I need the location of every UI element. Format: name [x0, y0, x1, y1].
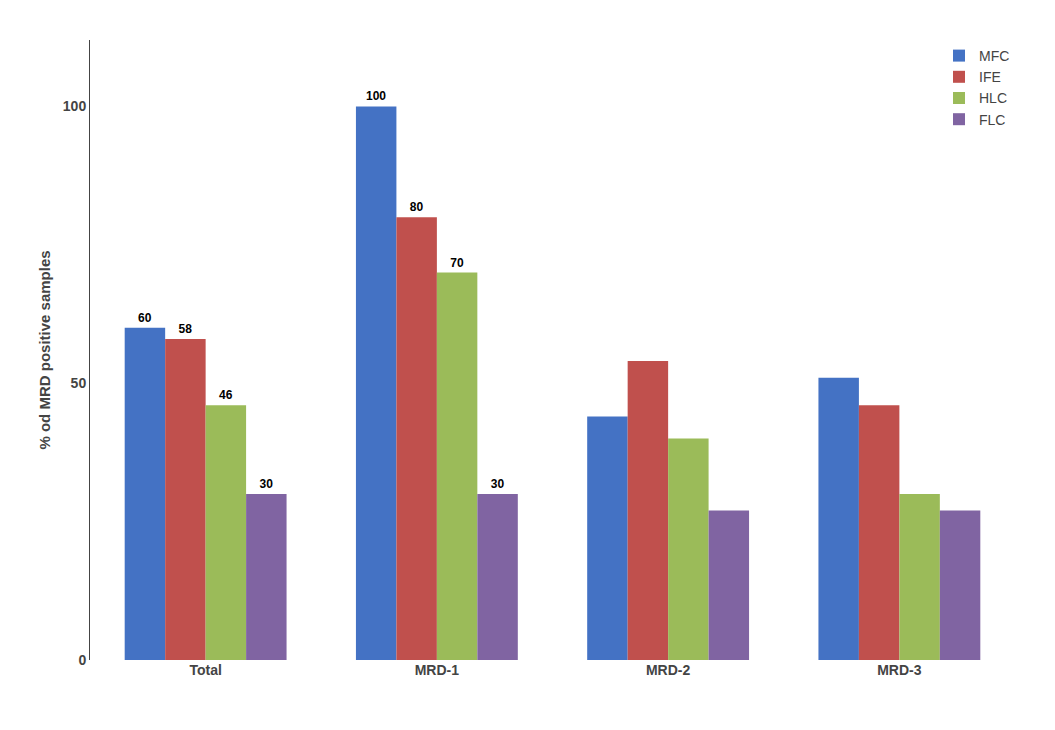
svg-text:MRD-2: MRD-2	[646, 662, 691, 678]
svg-text:0: 0	[78, 652, 86, 668]
svg-text:MRD-3: MRD-3	[877, 662, 922, 678]
svg-text:FLC: FLC	[979, 112, 1005, 128]
svg-text:% od MRD positive samples: % od MRD positive samples	[36, 250, 53, 449]
svg-text:HLC: HLC	[979, 90, 1007, 106]
svg-text:60: 60	[138, 311, 152, 325]
svg-text:MRD-1: MRD-1	[415, 662, 460, 678]
svg-text:50: 50	[71, 375, 87, 391]
svg-text:80: 80	[410, 200, 424, 214]
svg-text:46: 46	[219, 388, 233, 402]
svg-text:Total: Total	[189, 662, 221, 678]
svg-text:30: 30	[491, 477, 505, 491]
svg-text:IFE: IFE	[979, 69, 1001, 85]
svg-text:MFC: MFC	[979, 48, 1009, 64]
svg-text:100: 100	[63, 98, 87, 114]
svg-text:30: 30	[259, 477, 273, 491]
svg-text:70: 70	[450, 256, 464, 270]
svg-text:100: 100	[366, 89, 386, 103]
svg-text:58: 58	[179, 322, 193, 336]
